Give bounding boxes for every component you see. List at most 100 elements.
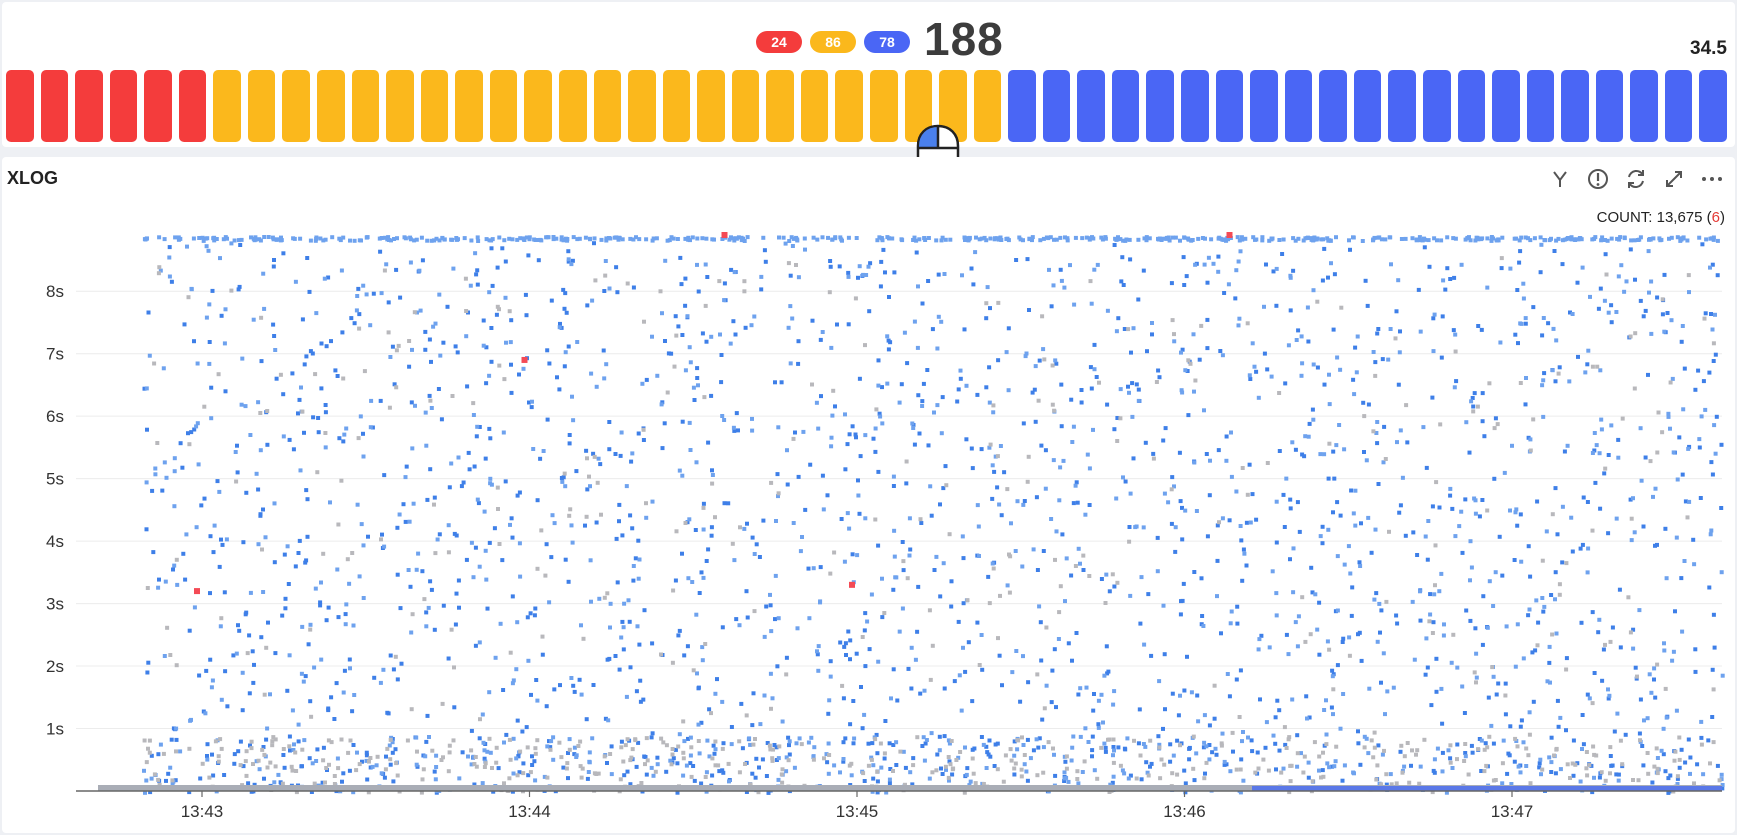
- active-service-bar[interactable]: [662, 70, 691, 142]
- error-point[interactable]: [849, 581, 855, 588]
- scatter-point: [551, 237, 556, 242]
- active-service-bar[interactable]: [973, 70, 1002, 142]
- active-service-bar[interactable]: [1284, 70, 1313, 142]
- scatter-point: [1065, 238, 1070, 243]
- scatter-point: [1479, 738, 1484, 743]
- active-service-bar[interactable]: [1111, 70, 1140, 142]
- active-service-bar[interactable]: [109, 70, 138, 142]
- scatter-point: [383, 767, 388, 772]
- scatter-point: [398, 295, 403, 300]
- active-service-bar[interactable]: [1250, 70, 1278, 142]
- scatter-point: [663, 339, 667, 343]
- scatter-point: [1103, 749, 1108, 754]
- active-service-bar[interactable]: [870, 70, 898, 142]
- scatter-point: [487, 690, 492, 695]
- scatter-point: [271, 735, 276, 740]
- scatter-point: [1173, 525, 1178, 530]
- filter-icon[interactable]: [1547, 166, 1573, 192]
- active-service-bar[interactable]: [731, 70, 760, 142]
- active-service-bar[interactable]: [282, 70, 311, 142]
- scatter-point: [963, 745, 967, 750]
- active-service-bar[interactable]: [1042, 70, 1071, 142]
- scatter-point: [1212, 716, 1217, 721]
- scatter-point: [929, 513, 934, 518]
- active-service-bar[interactable]: [1664, 70, 1693, 142]
- scatter-point: [676, 324, 681, 329]
- active-service-bar[interactable]: [40, 70, 69, 142]
- scatter-point: [920, 301, 925, 306]
- active-service-bar[interactable]: [144, 70, 172, 142]
- error-point[interactable]: [721, 232, 728, 238]
- active-service-bar[interactable]: [766, 70, 794, 142]
- active-service-bar[interactable]: [75, 70, 103, 142]
- active-service-bar[interactable]: [1319, 70, 1347, 142]
- scatter-point: [764, 604, 769, 609]
- active-service-bar[interactable]: [697, 70, 725, 142]
- scatter-point: [1391, 685, 1396, 690]
- scatter-point: [644, 515, 649, 520]
- active-service-bar[interactable]: [593, 70, 622, 142]
- active-service-bar[interactable]: [1699, 70, 1727, 142]
- scatter-point: [1526, 236, 1530, 241]
- refresh-icon[interactable]: [1623, 166, 1649, 192]
- active-service-bar[interactable]: [1492, 70, 1520, 142]
- more-icon[interactable]: [1699, 166, 1725, 192]
- scatter-point: [1353, 345, 1358, 350]
- active-service-bar[interactable]: [1388, 70, 1416, 142]
- scatter-point: [915, 345, 920, 350]
- scatter-point: [168, 765, 173, 770]
- active-service-bar[interactable]: [1630, 70, 1658, 142]
- error-point[interactable]: [521, 356, 528, 363]
- active-service-bar[interactable]: [1181, 70, 1209, 142]
- scatter-point: [1136, 237, 1141, 242]
- scatter-point: [1410, 236, 1415, 241]
- active-service-bar[interactable]: [351, 70, 380, 142]
- scatter-point: [1306, 760, 1311, 765]
- active-service-bar[interactable]: [386, 70, 414, 142]
- scatter-point: [1171, 753, 1176, 758]
- scatter-point: [305, 497, 310, 502]
- scatter-point: [984, 238, 989, 243]
- active-service-bar[interactable]: [317, 70, 345, 142]
- scatter-point: [508, 757, 513, 762]
- scatter-point: [1161, 438, 1166, 443]
- active-service-bar[interactable]: [178, 70, 207, 142]
- active-service-bar-strip[interactable]: [6, 70, 1734, 142]
- expand-icon[interactable]: [1661, 166, 1687, 192]
- active-service-bar[interactable]: [1215, 70, 1244, 142]
- scatter-point: [1393, 336, 1398, 341]
- scatter-point: [701, 575, 706, 580]
- active-service-bar[interactable]: [1561, 70, 1589, 142]
- scatter-point: [651, 773, 656, 778]
- active-service-bar[interactable]: [1595, 70, 1624, 142]
- active-service-bar[interactable]: [6, 70, 34, 142]
- active-service-bar[interactable]: [1077, 70, 1105, 142]
- active-service-bar[interactable]: [1457, 70, 1486, 142]
- active-service-bar[interactable]: [489, 70, 518, 142]
- scatter-point: [1228, 621, 1233, 626]
- error-point[interactable]: [1226, 232, 1233, 238]
- active-service-bar[interactable]: [835, 70, 863, 142]
- scatter-point: [927, 608, 932, 613]
- active-service-bar[interactable]: [213, 70, 241, 142]
- active-service-bar[interactable]: [1008, 70, 1036, 142]
- active-service-bar[interactable]: [247, 70, 276, 142]
- scatter-point: [911, 426, 916, 430]
- scatter-point: [223, 669, 228, 674]
- active-service-bar[interactable]: [628, 70, 656, 142]
- alert-icon[interactable]: [1585, 166, 1611, 192]
- active-service-bar[interactable]: [1353, 70, 1382, 142]
- error-point[interactable]: [194, 588, 200, 595]
- scatter-point: [644, 501, 648, 506]
- active-service-bar[interactable]: [1422, 70, 1451, 142]
- active-service-bar[interactable]: [1526, 70, 1555, 142]
- scatter-point: [939, 319, 944, 324]
- scatter-point: [1172, 339, 1177, 344]
- active-service-bar[interactable]: [1146, 70, 1175, 142]
- active-service-bar[interactable]: [455, 70, 483, 142]
- active-service-bar[interactable]: [420, 70, 449, 142]
- active-service-bar[interactable]: [800, 70, 829, 142]
- active-service-bar[interactable]: [524, 70, 552, 142]
- active-service-bar[interactable]: [558, 70, 587, 142]
